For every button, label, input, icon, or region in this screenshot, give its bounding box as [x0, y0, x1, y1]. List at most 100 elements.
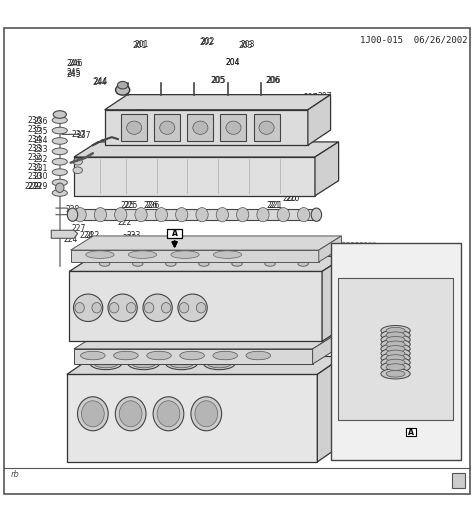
Text: 225: 225 [120, 201, 135, 210]
Text: 208: 208 [362, 332, 376, 338]
Ellipse shape [135, 208, 147, 222]
Ellipse shape [145, 303, 154, 313]
Text: 246: 246 [68, 59, 82, 68]
Text: 206: 206 [266, 76, 281, 85]
Text: 243: 243 [160, 100, 174, 109]
Text: 233: 233 [27, 144, 42, 153]
Text: 208: 208 [362, 350, 376, 357]
Text: 215: 215 [229, 160, 243, 169]
Bar [121, 114, 147, 141]
Ellipse shape [386, 327, 405, 334]
Ellipse shape [311, 208, 321, 221]
Text: 205: 205 [211, 76, 225, 85]
Ellipse shape [93, 359, 118, 368]
Ellipse shape [381, 330, 410, 340]
Text: 216: 216 [253, 160, 267, 169]
Bar [330, 243, 461, 460]
Ellipse shape [257, 208, 269, 222]
Bar [155, 114, 180, 141]
Text: 239: 239 [123, 155, 138, 164]
Text: 237: 237 [72, 130, 86, 139]
Text: 216: 216 [255, 160, 269, 169]
Bar [74, 157, 315, 196]
Text: 218: 218 [300, 171, 314, 180]
Bar [406, 429, 416, 436]
Polygon shape [322, 256, 346, 341]
Ellipse shape [180, 351, 204, 360]
Bar [71, 209, 319, 220]
Ellipse shape [178, 294, 207, 322]
Text: 201: 201 [134, 40, 149, 49]
Ellipse shape [199, 262, 209, 266]
Ellipse shape [381, 343, 410, 354]
Text: 230: 230 [27, 172, 42, 181]
Text: 201: 201 [133, 41, 147, 51]
Ellipse shape [207, 359, 232, 368]
Text: 206: 206 [265, 76, 280, 85]
Ellipse shape [386, 364, 405, 371]
Polygon shape [315, 142, 338, 196]
Ellipse shape [203, 357, 236, 370]
Ellipse shape [147, 351, 171, 360]
Text: 215: 215 [231, 160, 245, 169]
Polygon shape [313, 335, 335, 364]
Ellipse shape [193, 121, 208, 134]
Ellipse shape [74, 208, 86, 222]
Ellipse shape [298, 208, 310, 222]
Ellipse shape [265, 262, 275, 266]
Polygon shape [308, 94, 330, 145]
Text: 208: 208 [144, 111, 158, 120]
Text: 227: 227 [72, 224, 86, 233]
Ellipse shape [67, 208, 78, 221]
Text: 219: 219 [275, 183, 289, 192]
Text: 217: 217 [278, 160, 292, 169]
Ellipse shape [52, 127, 67, 134]
Text: VIEW: VIEW [383, 428, 408, 436]
Text: 208: 208 [415, 360, 429, 365]
Text: 238: 238 [120, 162, 135, 171]
Text: 218: 218 [295, 171, 310, 180]
Ellipse shape [160, 121, 175, 134]
Ellipse shape [381, 326, 410, 336]
Text: 236: 236 [34, 117, 48, 126]
Ellipse shape [114, 351, 138, 360]
Text: 224: 224 [80, 231, 94, 240]
Ellipse shape [52, 159, 67, 165]
Text: 203: 203 [240, 40, 255, 49]
Polygon shape [319, 236, 341, 262]
Ellipse shape [381, 358, 410, 368]
Text: 239: 239 [362, 364, 376, 370]
Ellipse shape [213, 351, 237, 360]
Text: 202: 202 [201, 37, 215, 46]
Ellipse shape [196, 303, 206, 313]
Text: 230: 230 [92, 163, 106, 172]
Bar [452, 473, 465, 488]
Text: 239: 239 [415, 337, 429, 343]
Ellipse shape [73, 167, 82, 174]
Ellipse shape [191, 397, 222, 431]
Text: 232: 232 [27, 153, 42, 162]
Ellipse shape [115, 397, 146, 431]
Ellipse shape [179, 303, 189, 313]
Text: 229: 229 [92, 175, 106, 184]
Text: 242: 242 [140, 98, 155, 107]
Text: 241: 241 [131, 106, 146, 115]
Text: CYLINDER HEAD: CYLINDER HEAD [359, 437, 432, 446]
Ellipse shape [128, 357, 160, 370]
Ellipse shape [259, 121, 274, 134]
Ellipse shape [52, 169, 67, 175]
Text: 203: 203 [238, 41, 253, 51]
Ellipse shape [73, 159, 82, 165]
Text: 214: 214 [174, 157, 189, 166]
Text: 219: 219 [276, 183, 291, 192]
Text: 231: 231 [27, 163, 42, 172]
Text: 211: 211 [281, 144, 295, 153]
Polygon shape [71, 236, 341, 250]
Ellipse shape [386, 332, 405, 339]
Ellipse shape [90, 357, 122, 370]
Text: 208: 208 [142, 117, 157, 126]
Text: 221: 221 [269, 201, 283, 210]
Text: 208: 208 [415, 332, 429, 338]
Text: 226: 226 [144, 201, 158, 210]
Text: 230: 230 [94, 164, 108, 173]
